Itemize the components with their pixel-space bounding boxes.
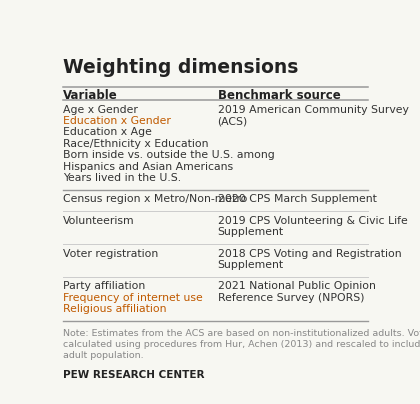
Text: Age x Gender: Age x Gender [63, 105, 137, 115]
Text: Supplement: Supplement [218, 260, 284, 270]
Text: 2019 CPS Volunteering & Civic Life: 2019 CPS Volunteering & Civic Life [218, 216, 407, 226]
Text: Party affiliation: Party affiliation [63, 282, 145, 291]
Text: PEW RESEARCH CENTER: PEW RESEARCH CENTER [63, 370, 204, 380]
Text: Note: Estimates from the ACS are based on non-institutionalized adults. Voter re: Note: Estimates from the ACS are based o… [63, 329, 420, 338]
Text: Race/Ethnicity x Education: Race/Ethnicity x Education [63, 139, 208, 149]
Text: Weighting dimensions: Weighting dimensions [63, 59, 298, 78]
Text: Born inside vs. outside the U.S. among: Born inside vs. outside the U.S. among [63, 150, 274, 160]
Text: 2018 CPS Voting and Registration: 2018 CPS Voting and Registration [218, 249, 401, 259]
Text: adult population.: adult population. [63, 351, 143, 360]
Text: Frequency of internet use: Frequency of internet use [63, 293, 202, 303]
Text: 2021 National Public Opinion: 2021 National Public Opinion [218, 282, 375, 291]
Text: Voter registration: Voter registration [63, 249, 158, 259]
Text: Religious affiliation: Religious affiliation [63, 304, 166, 314]
Text: Years lived in the U.S.: Years lived in the U.S. [63, 173, 181, 183]
Text: Education x Gender: Education x Gender [63, 116, 171, 126]
Text: calculated using procedures from Hur, Achen (2013) and rescaled to include the t: calculated using procedures from Hur, Ac… [63, 340, 420, 349]
Text: 2019 American Community Survey: 2019 American Community Survey [218, 105, 408, 115]
Text: Benchmark source: Benchmark source [218, 89, 340, 102]
Text: 2020 CPS March Supplement: 2020 CPS March Supplement [218, 194, 376, 204]
Text: Volunteerism: Volunteerism [63, 216, 134, 226]
Text: (ACS): (ACS) [218, 116, 248, 126]
Text: Education x Age: Education x Age [63, 128, 152, 137]
Text: Census region x Metro/Non-metro: Census region x Metro/Non-metro [63, 194, 247, 204]
Text: Supplement: Supplement [218, 227, 284, 237]
Text: Reference Survey (NPORS): Reference Survey (NPORS) [218, 293, 364, 303]
Text: Hispanics and Asian Americans: Hispanics and Asian Americans [63, 162, 233, 172]
Text: Variable: Variable [63, 89, 117, 102]
